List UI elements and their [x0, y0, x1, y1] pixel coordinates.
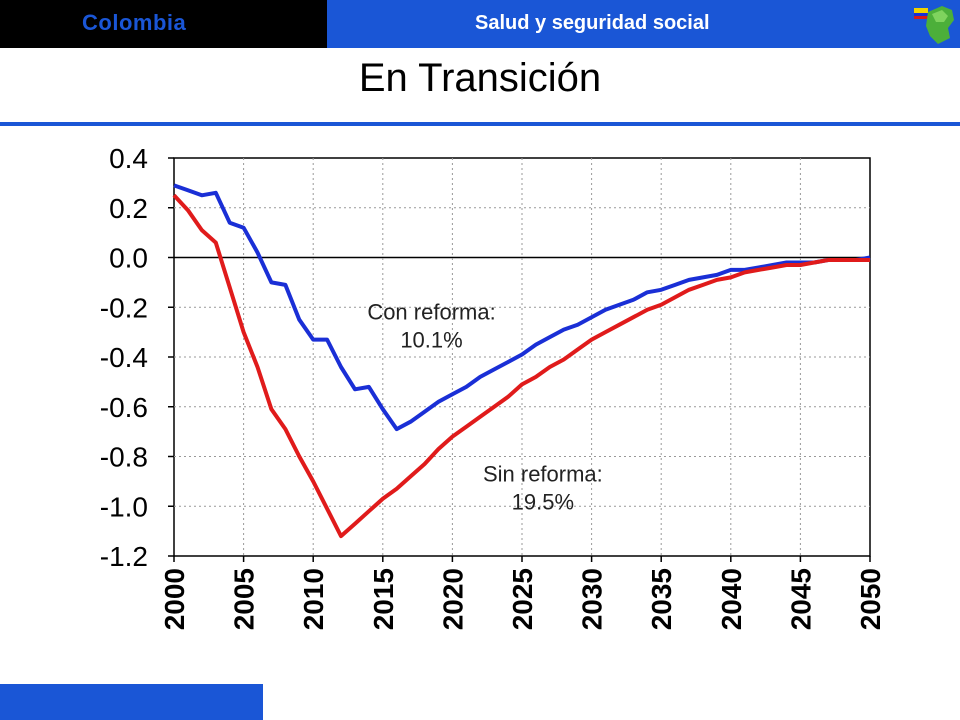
- header-section-panel: Salud y seguridad social: [327, 0, 960, 48]
- y-tick-label: -1.0: [100, 491, 148, 522]
- y-tick-label: 0.2: [109, 193, 148, 224]
- annotation-label-con: Con reforma:: [367, 300, 495, 325]
- x-tick-label: 2030: [577, 568, 608, 630]
- x-tick-label: 2015: [368, 568, 399, 630]
- x-tick-label: 2045: [785, 568, 816, 630]
- footer-bar: [0, 684, 263, 720]
- chart-annotations: Con reforma: 10.1% Sin reforma: 19.5%: [367, 300, 602, 515]
- x-tick-label: 2010: [298, 568, 329, 630]
- country-name: Colombia: [82, 10, 187, 35]
- y-tick-label: 0.4: [109, 143, 148, 174]
- section-title: Salud y seguridad social: [475, 12, 710, 34]
- x-tick-label: 2050: [855, 568, 886, 630]
- x-tick-label: 2035: [646, 568, 677, 630]
- annotation-value-con: 10.1%: [400, 328, 462, 353]
- series-line-con: [173, 183, 871, 432]
- y-axis-ticks: 0.4 0.2 0.0 -0.2 -0.4 -0.6 -0.8 -1.0 -1.2: [100, 143, 174, 572]
- y-tick-label: -0.6: [100, 392, 148, 423]
- y-tick-label: 0.0: [109, 243, 148, 274]
- colombia-map-flag-icon: [914, 6, 954, 44]
- y-tick-label: -1.2: [100, 541, 148, 572]
- transition-line-chart: 0.40.20.0-0.2-0.4-0.6-0.8-1.0-1.2 2000 20…: [100, 143, 886, 630]
- x-tick-label: 2005: [229, 568, 260, 630]
- chart-series: [172, 183, 871, 539]
- x-tick-label: 2000: [159, 568, 190, 630]
- header-country-panel: Colombia: [0, 0, 327, 48]
- series-line-sin: [172, 193, 870, 539]
- x-tick-label: 2025: [507, 568, 538, 630]
- x-axis-ticks: 2000 2005 2010 2015 2020 2025 2030 2035 2040 2045…: [159, 556, 886, 630]
- x-tick-label: 2020: [437, 568, 468, 630]
- title-divider: [0, 122, 960, 126]
- y-tick-label: -0.4: [100, 342, 148, 373]
- y-tick-label: -0.8: [100, 442, 148, 473]
- x-tick-label: 2040: [716, 568, 747, 630]
- y-tick-label: -0.2: [100, 292, 148, 323]
- slide-title: En Transición: [358, 56, 602, 100]
- annotation-value-sin: 19.5%: [512, 489, 574, 514]
- annotation-label-sin: Sin reforma:: [483, 461, 603, 486]
